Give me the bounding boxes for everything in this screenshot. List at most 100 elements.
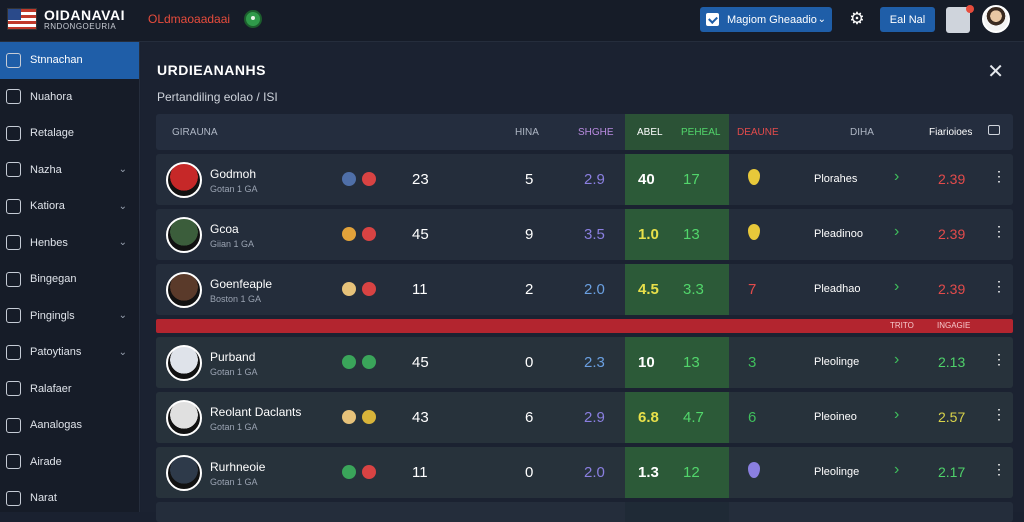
sidebar: Stnnachan Nuahora Retalage Nazha ⌄ Katiora ⌄ He… [0,42,140,512]
sidebar-item-label: Bingegan [30,273,77,286]
team-name[interactable]: Purband [210,350,256,364]
nav-icon [6,417,21,433]
sidebar-item[interactable]: Narat [0,480,139,517]
brand-subtitle: RNDONGOEURIA [44,22,117,31]
cell-c4: 4.5 [638,281,659,298]
table-row [156,502,1013,522]
cell-c1: 45 [412,354,429,371]
team-name[interactable]: Godmoh [210,167,257,181]
col-c2[interactable]: SHGHE [578,127,614,138]
team-name[interactable]: Gcoa [210,222,239,236]
sidebar-item[interactable]: Pingingls ⌄ [0,298,139,335]
shield-icon [748,169,760,185]
team-name[interactable]: Reolant Daclants [210,405,302,419]
team-name[interactable]: Rurhneoie [210,460,266,474]
cell-c6: 7 [748,281,757,298]
col-name[interactable]: GIRAUNA [172,127,218,138]
more-options-icon[interactable]: ⋮ [992,461,1006,477]
cell-c2: 9 [525,226,534,243]
col-c5[interactable]: DEAUNE [737,127,779,138]
sidebar-item[interactable]: Patoytians ⌄ [0,334,139,371]
sidebar-item[interactable]: Airade [0,444,139,481]
chevron-right-icon[interactable]: › [894,406,900,423]
sidebar-item[interactable]: Aanalogas [0,407,139,444]
chevron-down-icon[interactable]: ⌄ [118,237,127,249]
cell-c3: 2.0 [584,464,605,481]
header-red-tag[interactable]: OLdmaoaadaai [148,12,231,26]
more-options-icon[interactable]: ⋮ [992,278,1006,294]
nl-button[interactable]: Eal Nal [880,7,935,32]
page-subtitle: Pertandiling eolao / ISI [157,90,278,104]
col-c1[interactable]: HINA [515,127,539,138]
status-online-icon[interactable] [244,10,262,28]
team-location: Boston 1 GA [210,294,262,304]
col-c7[interactable]: Fiarioioes [929,127,973,138]
chevron-down-icon[interactable]: ⌄ [118,310,127,322]
chevron-right-icon[interactable]: › [894,278,900,295]
team-location: Gotan 1 GA [210,477,258,487]
sidebar-item-label: Aanalogas [30,419,82,432]
sidebar-item[interactable]: Nuahora [0,79,139,116]
team-location: Gotan 1 GA [210,184,258,194]
form-badge-icon [362,410,376,424]
sidebar-item[interactable]: Ralafaer [0,371,139,408]
chevron-down-icon[interactable]: ⌄ [118,346,127,358]
cell-c5: 12 [683,464,700,481]
table-row[interactable]: Gcoa Giian 1 GA 45 9 3.5 1.0 13 Pleadinoo › 2.39 ⋮ [156,209,1013,260]
chevron-right-icon[interactable]: › [894,223,900,240]
divider-label-right: INGAGIE [937,321,971,330]
highlight-column [625,447,729,498]
columns-toggle-icon[interactable] [988,125,1000,135]
col-c4[interactable]: PEHEAL [681,127,721,138]
profile-avatar[interactable] [982,5,1010,33]
cell-c5: 13 [683,226,700,243]
form-badge-icon [362,282,376,296]
sidebar-item[interactable]: Nazha ⌄ [0,152,139,189]
cell-c6: 3 [748,354,757,371]
more-options-icon[interactable]: ⋮ [992,223,1006,239]
table-row[interactable]: Rurhneoie Gotan 1 GA 11 0 2.0 1.3 12 Pleolinge ›… [156,447,1013,498]
top-bar: OIDANAVAI RNDONGOEURIA OLdmaoaadaai Magi… [0,0,1024,42]
team-logo [166,345,202,381]
chevron-right-icon[interactable]: › [894,351,900,368]
chevron-down-icon[interactable]: ⌄ [118,164,127,176]
table-row[interactable]: Purband Gotan 1 GA 45 0 2.3 10 13 3 Pleolinge › 2.… [156,337,1013,388]
team-logo [166,217,202,253]
close-icon[interactable]: ✕ [987,61,1004,83]
cell-c3: 2.3 [584,354,605,371]
sidebar-item[interactable]: Retalage [0,115,139,152]
cell-c5: 4.7 [683,409,704,426]
sidebar-item[interactable]: Stnnachan [0,42,139,79]
team-logo [166,400,202,436]
gear-icon[interactable]: ⚙ [849,9,865,28]
cell-c4: 1.0 [638,226,659,243]
cell-c4: 10 [638,354,655,371]
more-options-icon[interactable]: ⋮ [992,168,1006,184]
more-options-icon[interactable]: ⋮ [992,351,1006,367]
chevron-right-icon[interactable]: › [894,461,900,478]
nav-icon [6,125,21,141]
table-row[interactable]: Godmoh Gotan 1 GA 23 5 2.9 40 17 Plorahes › 2.39 ⋮ [156,154,1013,205]
more-options-icon[interactable]: ⋮ [992,406,1006,422]
sidebar-item-label: Patoytians [30,346,82,359]
table-row[interactable]: Reolant Daclants Gotan 1 GA 43 6 2.9 6.8 4.7 6 P… [156,392,1013,443]
cell-c2: 6 [525,409,534,426]
chevron-down-icon[interactable]: ⌄ [118,200,127,212]
col-c3[interactable]: ABEL [637,127,663,138]
sidebar-item-label: Airade [30,455,62,468]
table-row[interactable]: Goenfeaple Boston 1 GA 11 2 2.0 4.5 3.3 7 Pleadh… [156,264,1013,315]
page-title: URDIEANANHS [157,62,266,78]
sidebar-item[interactable]: Bingegan [0,261,139,298]
nav-icon [6,308,21,324]
sidebar-item-label: Pingingls [30,309,75,322]
col-c6[interactable]: DIHA [850,127,874,138]
sidebar-item-label: Nuahora [30,90,73,103]
sidebar-item[interactable]: Henbes ⌄ [0,225,139,262]
nav-icon [6,52,21,68]
chevron-right-icon[interactable]: › [894,168,900,185]
team-name[interactable]: Goenfeaple [210,277,273,291]
sidebar-item[interactable]: Katiora ⌄ [0,188,139,225]
workspace-select[interactable]: Magiom Gheaadio ⌄ [700,7,832,32]
odds-value: 2.17 [938,464,966,480]
user-notification-avatar[interactable] [946,5,974,33]
